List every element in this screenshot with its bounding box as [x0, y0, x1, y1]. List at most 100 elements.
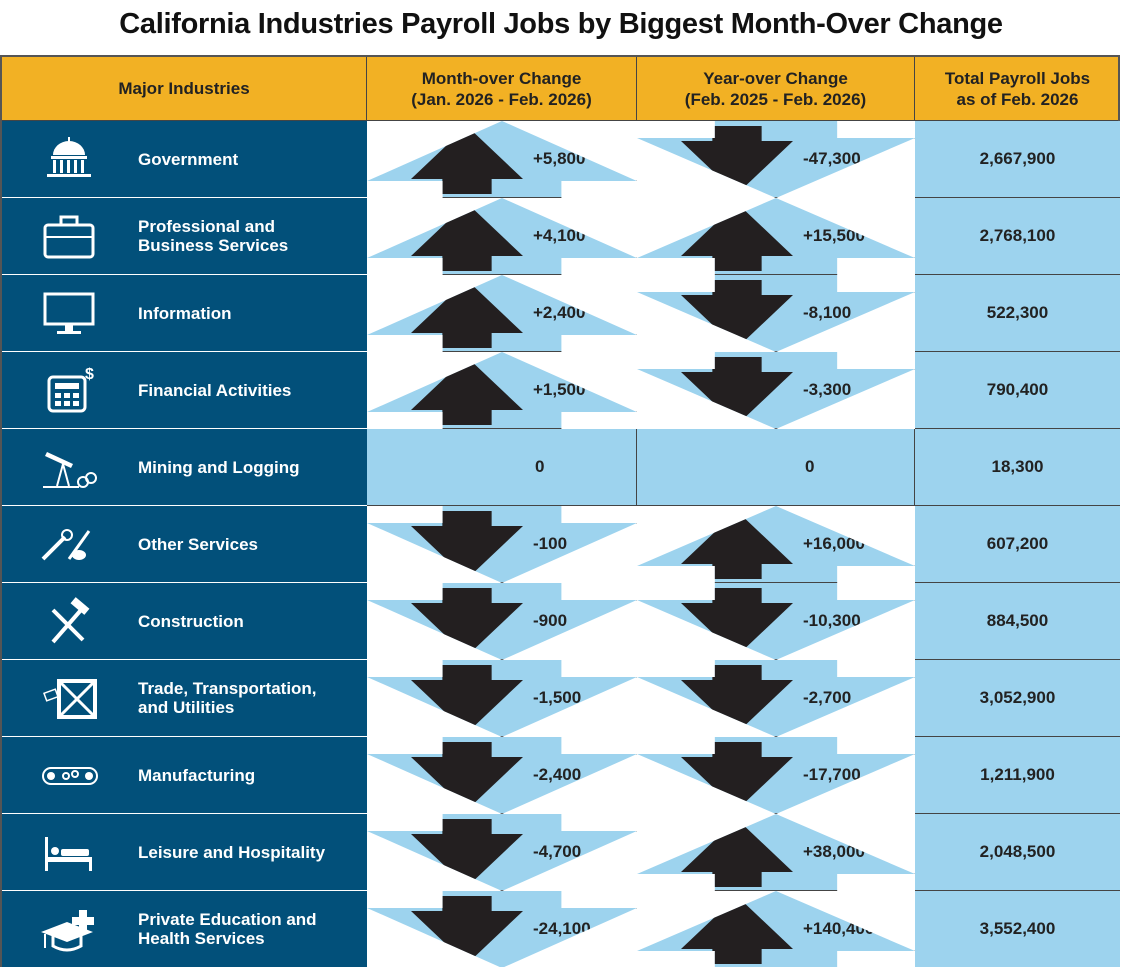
industry-name: Mining and Logging [138, 457, 300, 477]
page-title: California Industries Payroll Jobs by Bi… [119, 8, 1003, 40]
total-jobs-value: 884,500 [986, 611, 1049, 630]
table-row: Manufacturing -2,400 -17,700 1,211,900 [2, 737, 1120, 814]
industry-cell: $ Financial Activities [2, 352, 367, 429]
year-change-cell: 0 [637, 429, 915, 506]
year-change-cell: -8,100 [637, 275, 915, 352]
year-change-cell: -3,300 [637, 352, 915, 429]
year-change-value: +16,000 [803, 534, 865, 553]
month-change-arrow-up-icon [411, 357, 523, 425]
industry-cell: Leisure and Hospitality [2, 814, 367, 891]
industry-name: Trade, Transportation, and Utilities [138, 679, 317, 717]
hammer-icon [2, 596, 138, 646]
month-change-value: -1,500 [533, 688, 582, 707]
header-year-label: Year-over Change (Feb. 2025 - Feb. 2026) [685, 68, 866, 110]
table-row: Information +2,400 -8,100 522,300 [2, 275, 1120, 352]
month-change-cell: -900 [367, 583, 637, 660]
total-jobs-value: 790,400 [986, 380, 1049, 399]
total-jobs-cell: 884,500 [915, 583, 1120, 660]
table-row: Construction -900 -10,300 884,500 [2, 583, 1120, 660]
year-change-cell: +38,000 [637, 814, 915, 891]
year-change-arrow-up-icon [681, 511, 793, 579]
table-row: Other Services -100 +16,000 607,200 [2, 506, 1120, 583]
header-year-line2: (Feb. 2025 - Feb. 2026) [684, 89, 867, 109]
total-jobs-value: 522,300 [986, 303, 1049, 322]
month-change-cell: -24,100 [367, 891, 637, 967]
header-month-line1: Month-over Change [421, 68, 582, 88]
table-row: Trade, Transportation, and Utilities -1,… [2, 660, 1120, 737]
year-change-value: -10,300 [803, 611, 861, 630]
header-total-label: Total Payroll Jobs as of Feb. 2026 [945, 68, 1090, 110]
total-jobs-value: 1,211,900 [980, 765, 1055, 784]
industry-cell: Manufacturing [2, 737, 367, 814]
industry-cell: Government [2, 121, 367, 198]
year-change-arrow-down-icon [681, 588, 793, 656]
table-row: Mining and Logging 0 0 18,300 [2, 429, 1120, 506]
crate-icon [2, 673, 138, 723]
month-change-arrow-down-icon [411, 511, 523, 579]
month-change-value: -900 [533, 611, 568, 630]
industry-cell: Professional and Business Services [2, 198, 367, 275]
header-month-change: Month-over Change (Jan. 2026 - Feb. 2026) [367, 57, 637, 120]
total-jobs-value: 3,052,900 [979, 688, 1056, 707]
industry-name: Government [138, 149, 239, 169]
month-change-arrow-up-icon [411, 280, 523, 348]
month-change-arrow-up-icon [411, 126, 523, 194]
jobs-table: Major Industries Month-over Change (Jan. … [0, 55, 1120, 967]
header-total-line1: Total Payroll Jobs [944, 68, 1091, 88]
year-change-arrow-down-icon [681, 357, 793, 425]
year-change-value: +38,000 [803, 842, 865, 861]
month-change-value: +4,100 [533, 226, 586, 245]
industry-cell: Other Services [2, 506, 367, 583]
industry-name: Professional and Business Services [138, 217, 289, 255]
svg-text:$: $ [85, 366, 94, 383]
header-month-label: Month-over Change (Jan. 2026 - Feb. 2026) [411, 68, 591, 110]
table-row: Government +5,800 -47,300 2,667,900 [2, 121, 1120, 198]
month-change-cell: -100 [367, 506, 637, 583]
industry-name: Leisure and Hospitality [138, 842, 326, 862]
month-change-value: -100 [533, 534, 568, 553]
month-change-arrow-down-icon [411, 742, 523, 810]
year-change-arrow-down-icon [681, 742, 793, 810]
year-change-value: +15,500 [803, 226, 865, 245]
industry-cell: Private Education and Health Services [2, 891, 367, 967]
month-change-cell: 0 [367, 429, 637, 506]
industry-name: Information [138, 303, 232, 323]
month-change-value: -4,700 [533, 842, 582, 861]
month-change-value: +2,400 [533, 303, 586, 322]
year-change-arrow-up-icon [681, 896, 793, 964]
industry-name: Private Education and Health Services [138, 910, 317, 948]
industry-cell: Mining and Logging [2, 429, 367, 506]
month-change-cell: -1,500 [367, 660, 637, 737]
year-change-arrow-down-icon [681, 126, 793, 194]
total-jobs-value: 607,200 [986, 534, 1049, 553]
total-jobs-cell: 3,052,900 [915, 660, 1120, 737]
total-jobs-cell: 18,300 [915, 429, 1120, 506]
conveyor-icon [2, 750, 138, 800]
month-change-cell: +5,800 [367, 121, 637, 198]
total-jobs-cell: 3,552,400 [915, 891, 1120, 967]
header-total-line2: as of Feb. 2026 [956, 89, 1079, 109]
industry-name: Other Services [138, 534, 259, 554]
year-change-cell: +140,400 [637, 891, 915, 967]
total-jobs-cell: 2,048,500 [915, 814, 1120, 891]
year-change-cell: +15,500 [637, 198, 915, 275]
graduation-cap-icon [2, 904, 138, 954]
month-change-value: +1,500 [533, 380, 586, 399]
year-change-value: +140,400 [803, 919, 875, 938]
oil-pump-icon [2, 442, 138, 492]
year-change-arrow-up-icon [681, 203, 793, 271]
total-jobs-cell: 607,200 [915, 506, 1120, 583]
total-jobs-value: 18,300 [991, 457, 1044, 476]
monitor-icon [2, 288, 138, 338]
year-change-cell: -2,700 [637, 660, 915, 737]
table-row: $ Financial Activities +1,500 -3,300 790… [2, 352, 1120, 429]
year-change-cell: +16,000 [637, 506, 915, 583]
year-change-value: 0 [805, 457, 815, 476]
year-change-value: -2,700 [803, 688, 852, 707]
month-change-arrow-down-icon [411, 896, 523, 964]
month-change-cell: +4,100 [367, 198, 637, 275]
month-change-arrow-down-icon [411, 665, 523, 733]
industry-cell: Construction [2, 583, 367, 660]
month-change-value: -2,400 [533, 765, 582, 784]
